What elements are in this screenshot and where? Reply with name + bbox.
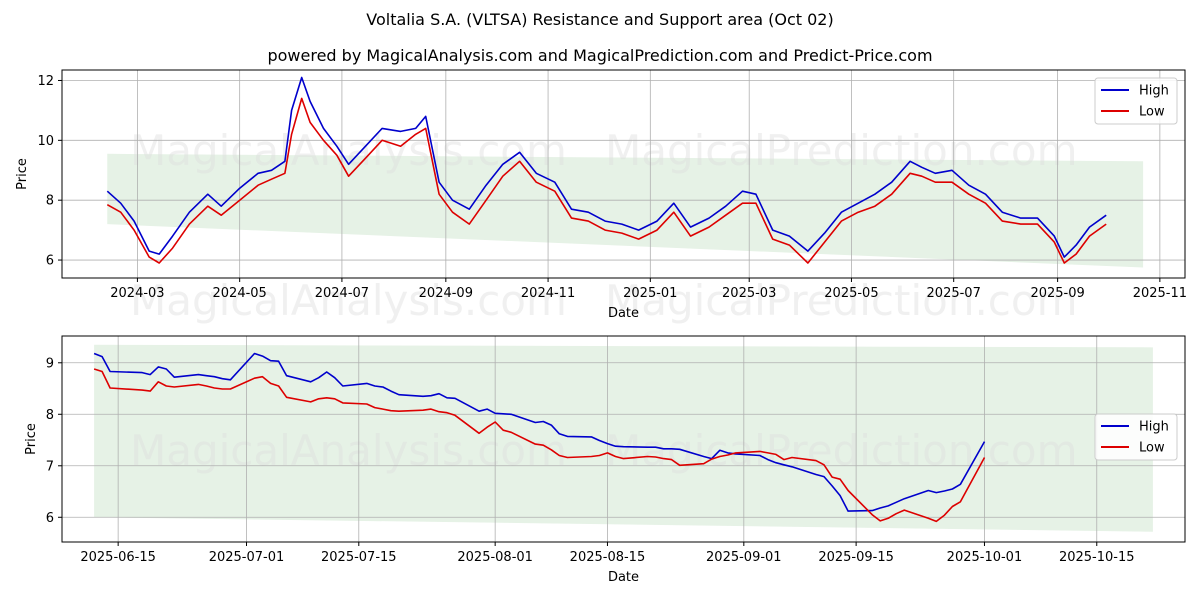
series-line-high	[106, 76, 1107, 258]
x-tick-label: 2025-09-01	[706, 550, 782, 565]
x-axis-label: Date	[608, 570, 639, 585]
y-tick-label: 7	[46, 459, 54, 474]
x-tick-label: 2025-08-15	[570, 550, 646, 565]
x-tick-label: 2025-01	[623, 286, 677, 301]
x-tick-label: 2025-07-15	[321, 550, 397, 565]
legend-label-low: Low	[1139, 105, 1165, 120]
chart-panel-1: MagicalAnalysis.com MagicalPrediction.com…	[15, 69, 1187, 325]
x-tick-label: 2024-09	[419, 286, 473, 301]
legend-label-high: High	[1139, 84, 1169, 99]
y-tick-label: 6	[46, 254, 54, 269]
watermark-text: MagicalPrediction.com	[605, 276, 1078, 325]
support-resistance-band	[107, 153, 1144, 268]
x-tick-label: 2025-06-15	[80, 550, 156, 565]
x-tick-label: 2024-11	[521, 286, 575, 301]
y-tick-label: 12	[37, 74, 54, 89]
legend: High Low	[1094, 77, 1178, 125]
x-tick-label: 2024-03	[110, 286, 164, 301]
y-axis-label: Price	[24, 423, 39, 455]
series-line-low	[93, 368, 986, 523]
chart-panel-2: MagicalAnalysis.com MagicalPrediction.com…	[24, 335, 1186, 585]
watermark-text: MagicalPrediction.com	[605, 126, 1078, 175]
x-tick-label: 2025-08-01	[457, 550, 533, 565]
x-tick-label: 2025-11	[1133, 286, 1187, 301]
x-tick-label: 2025-09-15	[818, 550, 894, 565]
watermark-text: MagicalAnalysis.com	[130, 126, 567, 175]
series-line-low	[106, 97, 1107, 264]
x-tick-label: 2025-03	[722, 286, 776, 301]
y-tick-label: 10	[37, 134, 54, 149]
x-tick-label: 2025-07-01	[209, 550, 285, 565]
chart-title: Voltalia S.A. (VLTSA) Resistance and Sup…	[366, 10, 834, 29]
chart-subtitle: powered by MagicalAnalysis.com and Magic…	[267, 46, 933, 65]
x-tick-label: 2025-10-15	[1059, 550, 1135, 565]
legend-label-low: Low	[1139, 441, 1165, 456]
watermark-text: MagicalAnalysis.com	[130, 276, 567, 325]
y-tick-label: 9	[46, 356, 54, 371]
plot-frame	[61, 335, 1186, 543]
y-tick-label: 6	[46, 511, 54, 526]
y-axis-label: Price	[15, 158, 30, 190]
x-tick-label: 2024-07	[315, 286, 369, 301]
x-tick-label: 2025-07	[927, 286, 981, 301]
legend-label-high: High	[1139, 420, 1169, 435]
legend: High Low	[1094, 413, 1178, 461]
x-tick-label: 2025-10-01	[947, 550, 1023, 565]
x-tick-label: 2025-05	[824, 286, 878, 301]
y-tick-label: 8	[46, 194, 54, 209]
x-axis-label: Date	[608, 306, 639, 321]
plot-frame	[61, 69, 1186, 279]
x-tick-label: 2025-09	[1030, 286, 1084, 301]
y-tick-label: 8	[46, 408, 54, 423]
series-line-high	[93, 352, 986, 512]
watermark-text: MagicalAnalysis.com	[130, 426, 567, 475]
x-tick-label: 2024-05	[213, 286, 267, 301]
watermark-text: MagicalPrediction.com	[605, 426, 1078, 475]
